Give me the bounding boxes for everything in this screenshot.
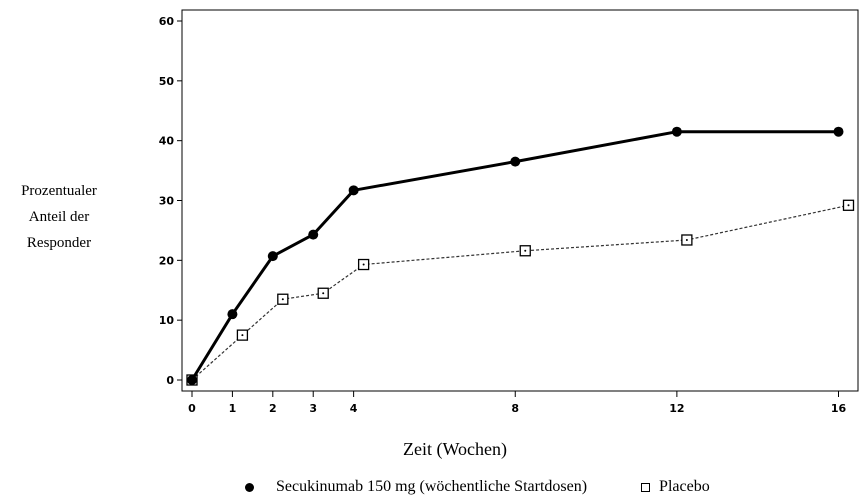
legend-label-secukinumab: Secukinumab 150 mg (wöchentliche Startdo…: [276, 478, 588, 495]
y-tick-label: 50: [159, 75, 175, 88]
x-tick-label: 12: [669, 402, 684, 415]
data-point-secukinumab: [833, 126, 844, 137]
legend-marker-placebo: [641, 482, 651, 492]
x-axis-label: Zeit (Wochen): [402, 439, 508, 459]
x-tick-label: 8: [511, 402, 519, 415]
data-point-secukinumab: [348, 185, 359, 196]
series-line-secukinumab: [190, 130, 839, 381]
plot-frame-border: [181, 9, 859, 392]
y-axis-label: Prozentualer Anteil der Responder: [0, 178, 118, 256]
data-point-placebo-center: [281, 298, 284, 301]
data-point-placebo-center: [362, 263, 365, 266]
x-tick-label: 4: [350, 402, 358, 415]
y-tick-label: 10: [159, 314, 175, 327]
data-point-secukinumab: [267, 251, 278, 262]
legend-label-placebo: Placebo: [659, 478, 710, 495]
x-tick-label: 2: [269, 402, 277, 415]
x-tick-label: 3: [309, 402, 317, 415]
y-axis-label-line-3: Responder: [26, 235, 92, 251]
data-point-secukinumab: [308, 229, 319, 240]
legend-marker-secukinumab: [245, 482, 254, 492]
y-tick-label: 20: [159, 254, 175, 267]
legend: Secukinumab 150 mg (wöchentliche Startdo…: [245, 478, 710, 496]
y-axis-label-line-2: Anteil der: [28, 209, 90, 225]
data-point-secukinumab: [227, 309, 238, 320]
data-point-placebo-center: [241, 334, 244, 337]
data-point-placebo-center: [524, 249, 527, 252]
x-tick-label: 16: [831, 402, 847, 415]
data-point-placebo-center: [685, 238, 688, 241]
x-tick-label: 0: [188, 402, 196, 415]
data-point-placebo-center: [322, 292, 325, 295]
x-tick-label: 1: [229, 402, 237, 415]
y-tick-label: 30: [159, 195, 175, 208]
series-line-placebo: [191, 204, 849, 381]
y-tick-label: 60: [159, 15, 175, 28]
data-point-secukinumab: [187, 375, 197, 385]
data-point-placebo-center: [847, 204, 850, 207]
y-tick-label: 0: [166, 374, 174, 387]
y-tick-label: 40: [159, 135, 175, 148]
data-point-secukinumab: [671, 126, 682, 137]
data-point-secukinumab: [510, 156, 521, 167]
y-axis-label-line-1: Prozentualer: [21, 183, 97, 199]
